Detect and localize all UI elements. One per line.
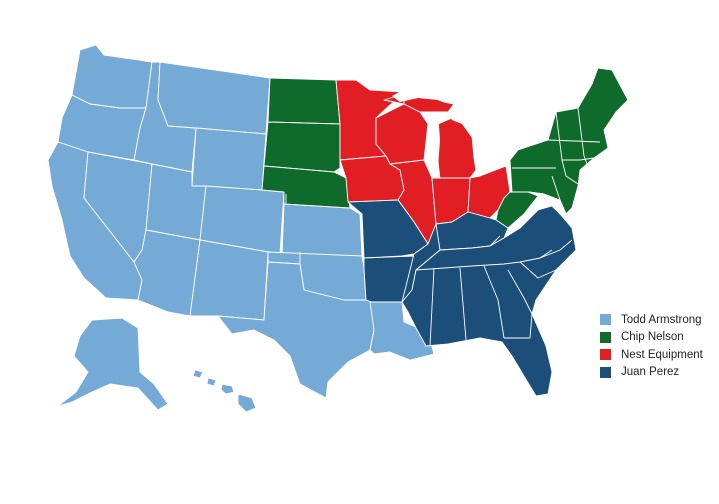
legend: Todd Armstrong Chip Nelson Nest Equipmen…: [600, 311, 715, 381]
legend-swatch-todd-armstrong: [600, 314, 611, 326]
region-todd-armstrong: [47, 44, 435, 413]
legend-item-todd-armstrong: Todd Armstrong: [600, 311, 715, 329]
lake-erie: [478, 152, 512, 172]
region-juan-perez: [347, 199, 577, 397]
state-texas: [217, 261, 375, 399]
lake-huron: [448, 110, 476, 138]
state-south-dakota: [263, 121, 341, 173]
legend-item-juan-perez: Juan Perez: [600, 364, 715, 382]
state-north-dakota: [267, 77, 341, 125]
legend-label-todd-armstrong: Todd Armstrong: [621, 313, 702, 326]
state-hawaii: [192, 369, 257, 413]
lake-michigan: [426, 112, 440, 178]
legend-label-chip-nelson: Chip Nelson: [621, 331, 684, 344]
state-louisiana: [369, 301, 435, 361]
state-arizona: [133, 229, 201, 317]
legend-label-nest-equipment: Nest Equipment: [621, 348, 703, 361]
legend-item-chip-nelson: Chip Nelson: [600, 329, 715, 347]
legend-item-nest-equipment: Nest Equipment: [600, 346, 715, 364]
lake-ontario: [514, 136, 542, 148]
legend-swatch-nest-equipment: [600, 349, 611, 361]
legend-swatch-chip-nelson: [600, 331, 611, 343]
state-wyoming: [191, 127, 267, 191]
state-kansas: [281, 203, 363, 257]
state-borders: [285, 92, 601, 347]
great-lakes: [392, 84, 542, 178]
state-washington: [71, 44, 153, 109]
state-alaska: [57, 317, 169, 411]
state-montana: [157, 61, 271, 135]
lake-superior: [392, 84, 452, 102]
state-colorado: [199, 185, 285, 255]
region-nest-equipment: [335, 79, 511, 245]
legend-swatch-juan-perez: [600, 366, 611, 378]
state-new-mexico: [189, 239, 269, 321]
state-nebraska: [261, 165, 351, 209]
legend-label-juan-perez: Juan Perez: [621, 366, 680, 379]
state-southeast: [401, 205, 577, 397]
